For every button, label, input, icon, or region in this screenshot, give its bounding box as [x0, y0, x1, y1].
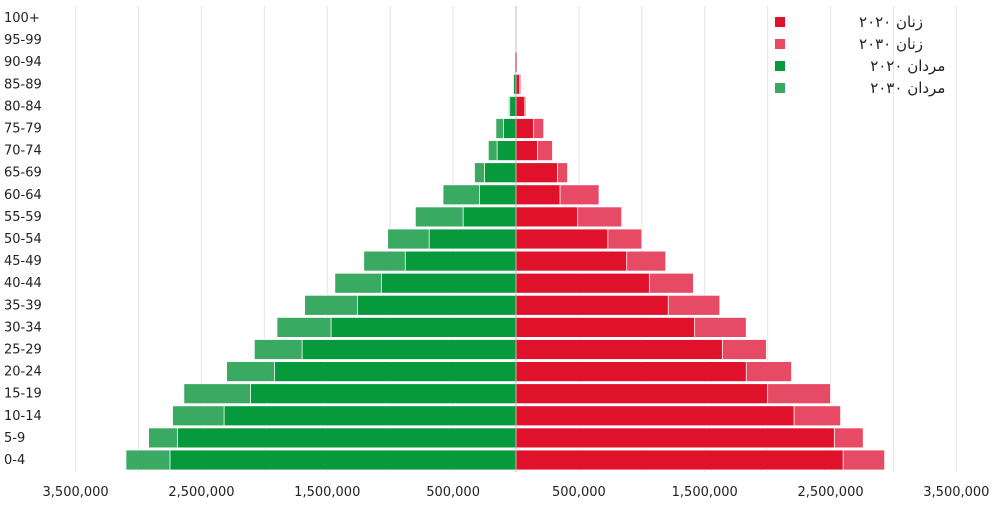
bar-female-2020-40-44	[515, 272, 650, 294]
y-tick-label: 15-19	[4, 387, 42, 402]
legend-label: زنان ۲۰۲۰	[859, 13, 923, 31]
y-tick-label: 35-39	[4, 298, 42, 313]
bar-female-2020-85-89	[515, 73, 521, 95]
bars	[125, 51, 886, 471]
bar-male-2020-35-39	[357, 294, 517, 316]
bar-male-2020-20-24	[274, 361, 517, 383]
bar-female-2020-10-14	[515, 405, 795, 427]
legend-swatch	[775, 83, 785, 93]
bar-female-2020-65-69	[515, 162, 558, 184]
x-tick-label: 3,500,000	[923, 485, 989, 500]
x-tick-label: 1,500,000	[672, 485, 738, 500]
bar-female-2020-25-29	[515, 339, 723, 360]
bar-male-2020-25-29	[301, 339, 517, 360]
bar-female-2020-75-79	[515, 118, 535, 139]
y-tick-label: 75-79	[4, 122, 42, 137]
y-tick-label: 20-24	[4, 365, 42, 380]
bar-female-2020-80-84	[515, 96, 526, 117]
x-tick-label: 2,500,000	[797, 485, 863, 500]
y-tick-label: 85-89	[4, 77, 42, 92]
y-tick-label: 30-34	[4, 320, 42, 335]
y-tick-label: 25-29	[4, 343, 42, 358]
x-tick-labels: 3,500,000 2,500,000 1,500,000 500,000 500,00…	[43, 485, 990, 500]
bar-female-2020-45-49	[515, 250, 628, 272]
y-tick-label: 60-64	[4, 188, 42, 203]
bar-male-2020-40-44	[380, 272, 517, 294]
bar-male-2020-50-54	[428, 228, 517, 250]
bar-male-2020-75-79	[503, 118, 517, 139]
legend-label: مردان ۲۰۳۰	[870, 79, 945, 97]
bar-female-2020-55-59	[515, 206, 579, 228]
legend-swatch	[775, 39, 785, 49]
bar-female-2020-50-54	[515, 228, 609, 250]
bar-female-2020-70-74	[515, 140, 538, 162]
y-tick-label: 90-94	[4, 55, 42, 70]
y-tick-label: 50-54	[4, 232, 42, 247]
x-tick-label: 2,500,000	[168, 485, 234, 500]
y-tick-label: 55-59	[4, 210, 42, 225]
bar-female-2020-15-19	[515, 383, 769, 405]
bar-female-2020-30-34	[515, 316, 696, 338]
legend-label: زنان ۲۰۳۰	[859, 35, 923, 53]
legend: زنان ۲۰۲۰ زنان ۲۰۳۰ مردان ۲۰۲۰ مردان ۲۰۳۰	[775, 13, 945, 97]
y-tick-labels: 0-4 5-9 10-14 15-19 20-24 25-29 30-34 35-39 40-4…	[4, 11, 42, 468]
y-tick-label: 65-69	[4, 166, 42, 181]
y-tick-label: 10-14	[4, 409, 42, 424]
bar-male-2020-5-9	[177, 427, 517, 449]
bar-male-2020-10-14	[223, 405, 517, 427]
bar-female-2020-0-4	[515, 449, 844, 471]
y-tick-label: 5-9	[4, 431, 25, 446]
x-tick-label: 500,000	[426, 485, 480, 500]
y-tick-label: 100+	[4, 11, 40, 26]
bar-male-2020-65-69	[484, 162, 517, 184]
bar-male-2020-15-19	[250, 383, 517, 405]
legend-swatch	[775, 61, 785, 71]
bar-female-2020-20-24	[515, 361, 747, 383]
y-tick-label: 45-49	[4, 254, 42, 269]
bar-male-2020-80-84	[509, 96, 517, 117]
x-tick-label: 500,000	[552, 485, 606, 500]
bar-male-2020-60-64	[479, 184, 517, 206]
bar-male-2020-55-59	[462, 206, 517, 228]
y-tick-label: 95-99	[4, 33, 42, 48]
bar-female-2020-35-39	[515, 294, 669, 316]
bar-male-2020-70-74	[496, 140, 517, 162]
x-tick-label: 1,500,000	[294, 485, 360, 500]
y-tick-label: 70-74	[4, 144, 42, 159]
y-tick-label: 80-84	[4, 99, 42, 114]
bar-male-2020-0-4	[169, 449, 517, 471]
x-tick-label: 3,500,000	[43, 485, 109, 500]
y-tick-label: 0-4	[4, 453, 25, 468]
bar-male-2020-45-49	[404, 250, 517, 272]
bar-female-2020-60-64	[515, 184, 561, 206]
legend-swatch	[775, 17, 785, 27]
y-tick-label: 40-44	[4, 276, 42, 291]
legend-label: مردان ۲۰۲۰	[870, 57, 945, 75]
bar-male-2020-30-34	[330, 316, 517, 338]
bar-female-2020-5-9	[515, 427, 835, 449]
